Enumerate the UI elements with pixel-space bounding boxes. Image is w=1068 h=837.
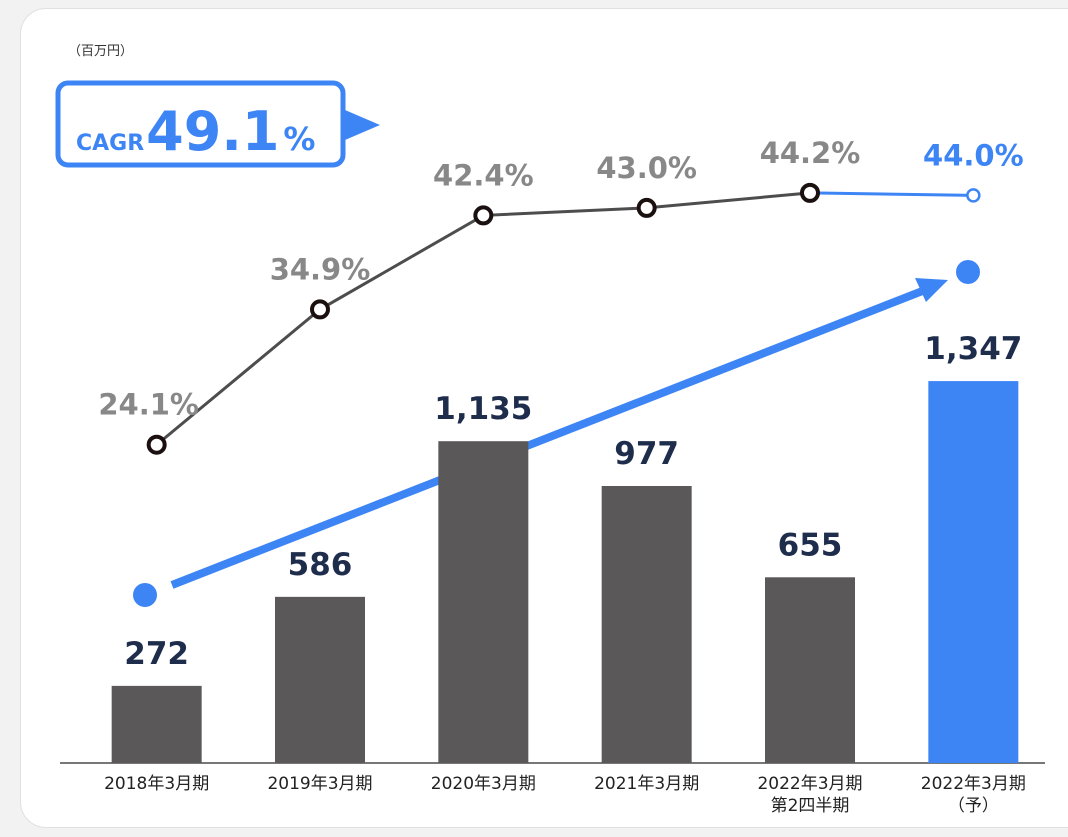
- bar: [275, 596, 365, 763]
- line-point: [800, 182, 820, 203]
- line-value-label: 34.9%: [270, 252, 371, 286]
- cagr-text: CAGR49.1%: [76, 100, 315, 163]
- line-point: [473, 205, 494, 226]
- bar-value-label: 1,135: [434, 391, 532, 427]
- bar-value-label: 1,347: [924, 331, 1022, 367]
- cagr-value: 49.1: [146, 100, 279, 163]
- line-point: [636, 197, 657, 218]
- trend-arrowhead: [915, 278, 948, 302]
- x-tick-label: 2021年3月期: [594, 774, 700, 794]
- unit-label: （百万円）: [68, 44, 133, 59]
- line-value-label: 24.1%: [98, 388, 199, 422]
- trend-start: [133, 583, 157, 607]
- line-point: [966, 188, 981, 203]
- line-point: [310, 299, 330, 320]
- bar: [928, 381, 1019, 763]
- cagr-unit: %: [283, 120, 315, 158]
- cagr-label: CAGR: [76, 131, 144, 156]
- x-tick-label: 2022年3月期 第2四半期: [757, 774, 863, 816]
- bar: [111, 685, 202, 763]
- line-value-label: 42.4%: [433, 158, 534, 192]
- line: [809, 191, 974, 197]
- x-tick-label: 2022年3月期 （予）: [920, 774, 1026, 816]
- x-tick-label: 2020年3月期: [430, 774, 536, 794]
- x-tick-label: 2019年3月期: [267, 774, 373, 794]
- bar: [601, 485, 692, 763]
- bar-value-label: 977: [614, 436, 679, 472]
- cagr-box: [55, 80, 346, 168]
- cagr-pointer: [345, 110, 380, 140]
- trend-arrow: [170, 286, 927, 589]
- bar-value-label: 272: [124, 636, 189, 672]
- line-value-label: 44.2%: [760, 136, 861, 170]
- line-point: [146, 434, 167, 455]
- bar-value-label: 586: [288, 547, 353, 583]
- line-value-label: 44.0%: [923, 138, 1024, 172]
- bar-value-label: 655: [778, 527, 843, 563]
- line-value-label: 43.0%: [596, 151, 697, 185]
- bar: [438, 441, 529, 763]
- x-tick-label: 2018年3月期: [104, 774, 210, 794]
- bar: [765, 577, 855, 763]
- trend-end: [956, 260, 980, 284]
